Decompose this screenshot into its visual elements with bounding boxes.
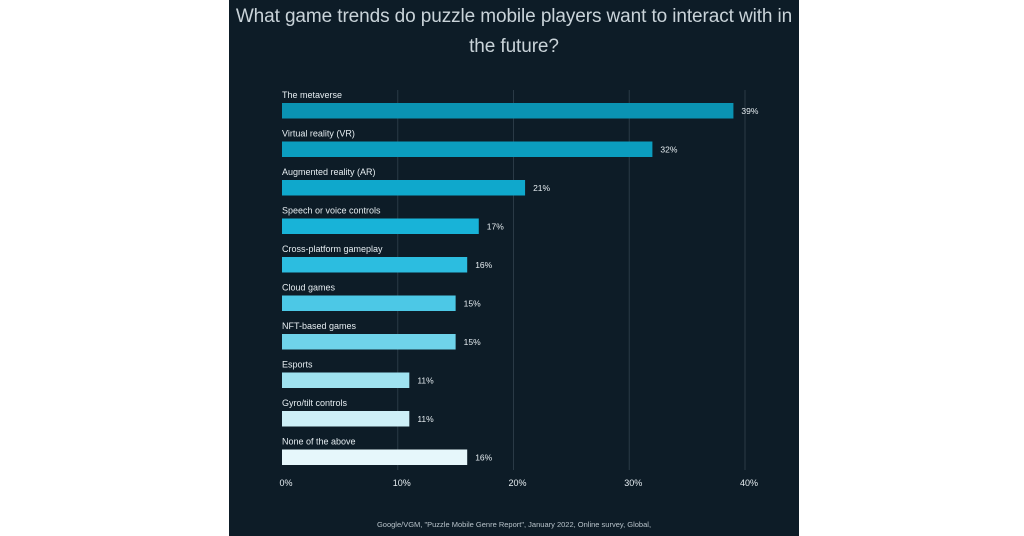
category-label: Cloud games <box>282 283 336 293</box>
category-label: Speech or voice controls <box>282 206 381 216</box>
x-tick-label: 30% <box>624 478 642 488</box>
bar <box>282 334 456 350</box>
value-label: 32% <box>660 145 677 155</box>
category-labels: The metaverse Virtual reality (VR) Augment… <box>282 90 383 447</box>
x-tick-label: 0% <box>279 478 292 488</box>
category-label: The metaverse <box>282 90 342 100</box>
bar <box>282 218 479 234</box>
x-tick-label: 10% <box>393 478 411 488</box>
value-label: 21% <box>533 183 550 193</box>
value-label: 17% <box>487 222 504 232</box>
category-label: Virtual reality (VR) <box>282 129 355 139</box>
value-label: 15% <box>464 299 481 309</box>
bar <box>282 103 734 119</box>
value-label: 16% <box>475 260 492 270</box>
value-label: 16% <box>475 453 492 463</box>
bar-chart: The metaverse Virtual reality (VR) Augment… <box>279 90 759 488</box>
value-label: 11% <box>417 376 434 386</box>
bar <box>282 372 410 388</box>
category-label: Cross-platform gameplay <box>282 244 383 254</box>
category-label: Esports <box>282 360 313 370</box>
source-footnote: Google/VGM, "Puzzle Mobile Genre Report"… <box>376 520 652 529</box>
chart-title: What game trends do puzzle mobile player… <box>229 2 799 62</box>
category-label: None of the above <box>282 437 356 447</box>
bars <box>282 103 734 465</box>
x-tick-label: 40% <box>740 478 758 488</box>
chart-panel: What game trends do puzzle mobile player… <box>229 0 799 536</box>
bar <box>282 449 468 465</box>
category-label: Gyro/tilt controls <box>282 398 348 408</box>
x-axis-ticks: 0% 10% 20% 30% 40% <box>279 478 758 488</box>
bar <box>282 180 526 196</box>
x-tick-label: 20% <box>508 478 526 488</box>
chart-title-line-1: What game trends do puzzle mobile player… <box>235 6 793 27</box>
value-label: 15% <box>464 337 481 347</box>
value-label: 11% <box>417 414 434 424</box>
category-label: NFT-based games <box>282 321 357 331</box>
category-label: Augmented reality (AR) <box>282 167 376 177</box>
bar <box>282 257 468 273</box>
bar <box>282 295 456 311</box>
bar <box>282 141 653 157</box>
bar <box>282 411 410 427</box>
chart-title-line-2: the future? <box>469 36 559 57</box>
value-labels: 39% 32% 21% 17% 16% 15% 15% 11% 11% 16% <box>417 106 759 463</box>
value-label: 39% <box>741 106 758 116</box>
